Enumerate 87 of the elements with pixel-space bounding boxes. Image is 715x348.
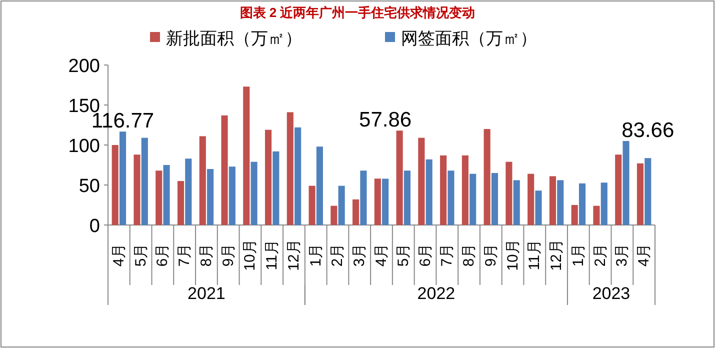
bar	[578, 183, 586, 225]
bar	[338, 186, 345, 225]
x-tick-label: 4月	[636, 243, 653, 267]
bar	[112, 145, 118, 225]
bar	[286, 112, 294, 225]
text: 2022	[417, 284, 456, 303]
bar	[615, 154, 622, 225]
bar	[440, 155, 447, 225]
bar	[352, 199, 360, 225]
x-tick-label: 5月	[394, 243, 412, 267]
bar	[360, 170, 367, 225]
bar	[600, 182, 608, 225]
bar	[374, 178, 381, 225]
bar	[272, 151, 280, 225]
bar	[535, 190, 542, 225]
chart-title: 图表 2 近两年广州一手住宅供求情况变动	[240, 5, 476, 20]
bar	[622, 141, 630, 225]
x-tick-label: 4月	[373, 243, 390, 267]
bar	[470, 174, 476, 225]
bar	[426, 159, 432, 225]
bar	[491, 173, 498, 225]
bar	[119, 132, 126, 225]
bar	[243, 86, 250, 225]
bar	[294, 127, 302, 225]
bar	[228, 166, 236, 225]
bar	[185, 158, 192, 225]
x-tick-label: 6月	[154, 243, 172, 267]
bar	[513, 180, 520, 225]
bar	[593, 206, 600, 225]
bar	[316, 146, 323, 225]
bar	[396, 130, 403, 225]
x-tick-label: 9月	[220, 243, 237, 267]
bar	[404, 170, 410, 225]
bar	[528, 174, 534, 225]
data-label: 57.86	[359, 108, 412, 132]
x-tick-label: 8月	[198, 243, 215, 267]
text: 2023	[592, 284, 630, 303]
x-tick-label: 1月	[307, 243, 324, 267]
x-tick-label: 6月	[416, 243, 434, 267]
x-tick-label: 10月	[504, 239, 522, 271]
y-tick-label: 200	[68, 56, 100, 77]
bar	[134, 154, 140, 225]
x-tick-label: 2月	[329, 243, 346, 267]
bar	[264, 130, 272, 225]
bar	[448, 170, 454, 225]
bar	[382, 178, 389, 225]
x-tick-label: 12月	[548, 239, 566, 271]
bar	[330, 206, 338, 225]
x-tick-label: 9月	[482, 243, 500, 267]
bar	[418, 138, 425, 225]
x-tick-label: 7月	[438, 243, 456, 267]
x-tick-label: 10月	[242, 239, 259, 271]
x-tick-label: 4月	[110, 243, 128, 267]
bar	[506, 162, 512, 225]
bar	[571, 205, 578, 225]
bar	[557, 180, 564, 225]
y-tick-label: 50	[78, 176, 100, 197]
x-tick-label: 7月	[176, 243, 194, 267]
bar	[644, 158, 652, 225]
x-tick-label: 3月	[351, 243, 368, 267]
x-tick-label: 11月	[526, 240, 544, 270]
bar	[199, 136, 206, 225]
bar	[308, 186, 316, 225]
bar	[163, 165, 170, 225]
bar	[221, 115, 228, 225]
x-tick-label: 3月	[614, 243, 631, 267]
x-tick-label: 12月	[285, 239, 302, 271]
x-tick-label: 11月	[264, 240, 281, 270]
bar	[207, 169, 214, 225]
x-tick-label: 1月	[570, 243, 587, 267]
legend-label: 新批面积（万㎡）	[166, 29, 302, 48]
bar	[462, 155, 468, 225]
x-tick-label: 8月	[460, 243, 478, 267]
bar	[636, 163, 644, 225]
y-tick-label: 100	[68, 136, 100, 157]
bar	[156, 170, 162, 225]
bar	[549, 176, 556, 225]
bar	[484, 129, 490, 225]
x-tick-label: 2月	[592, 243, 609, 267]
bar	[141, 138, 148, 225]
bar	[177, 181, 184, 225]
text: 2021	[188, 284, 226, 303]
x-tick-label: 5月	[132, 243, 150, 267]
legend-label: 网签面积（万㎡）	[401, 29, 537, 48]
data-label: 83.66	[622, 119, 674, 142]
bar	[250, 162, 258, 225]
y-tick-label: 0	[89, 216, 100, 237]
